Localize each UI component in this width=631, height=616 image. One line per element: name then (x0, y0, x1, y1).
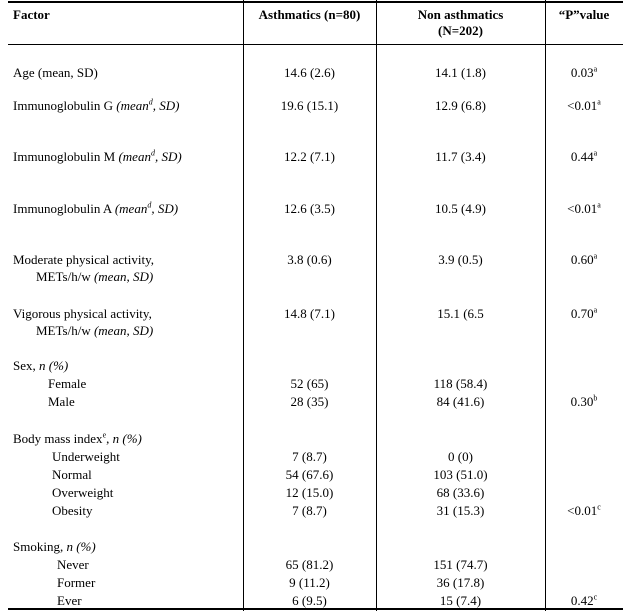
row-age-non: 14.1 (1.8) (435, 65, 486, 80)
row-smoking-never-label: Never (57, 557, 89, 572)
row-bmi-overweight-non: 68 (33.6) (436, 485, 485, 500)
row-iga-non: 10.5 (4.9) (435, 201, 486, 216)
row-igm-asthmatics: 12.2 (7.1) (284, 149, 335, 164)
row-bmi-obesity-label: Obesity (52, 503, 93, 518)
row-moderate-asthmatics: 3.8 (0.6) (287, 252, 332, 267)
row-smoking-former-label: Former (57, 575, 96, 590)
row-age-p: 0.03a (570, 64, 598, 80)
row-smoking-p: 0.42c (570, 592, 598, 608)
row-bmi-normal-non: 103 (51.0) (433, 467, 488, 482)
row-bmi-underweight-non: 0 (0) (448, 449, 473, 464)
row-vigorous-asthmatics: 14.8 (7.1) (284, 306, 335, 321)
row-smoking-former-asthmatics: 9 (11.2) (289, 575, 330, 590)
row-iga-asthmatics: 12.6 (3.5) (284, 201, 335, 216)
row-smoking-never-non: 151 (74.7) (433, 557, 488, 572)
row-igg-p: <0.01a (567, 97, 601, 113)
row-bmi-p: <0.01c (567, 502, 601, 518)
row-smoking-former-non: 36 (17.8) (436, 575, 485, 590)
row-bmi-obesity-non: 31 (15.3) (436, 503, 485, 518)
row-smoking-ever-non: 15 (7.4) (439, 593, 482, 608)
row-bmi-overweight-label: Overweight (52, 485, 114, 500)
row-vigorous-label-line1: Vigorous physical activity, (13, 306, 152, 321)
row-age-asthmatics: 14.6 (2.6) (284, 65, 335, 80)
row-iga-label: Immunoglobulin A (meand, SD) (13, 200, 179, 216)
row-moderate-label-line1: Moderate physical activity, (13, 252, 155, 267)
row-bmi-underweight-asthmatics: 7 (8.7) (292, 449, 327, 464)
row-igm-p: 0.44a (570, 148, 598, 164)
row-bmi-underweight-label: Underweight (52, 449, 120, 464)
row-moderate-p: 0.60a (570, 251, 598, 267)
row-bmi-normal-asthmatics: 54 (67.6) (285, 467, 334, 482)
header-rule (8, 44, 623, 45)
header-asthmatics: Asthmatics (n=80) (258, 7, 361, 22)
header-non-asthmatics-line1: Non asthmatics (417, 7, 504, 22)
row-sex-p: 0.30b (570, 393, 598, 409)
row-sex-female-asthmatics: 52 (65) (290, 376, 329, 391)
row-age-label: Age (mean, SD) (13, 65, 98, 80)
row-igg-asthmatics: 19.6 (15.1) (280, 98, 339, 113)
bottom-rule (8, 608, 623, 610)
row-bmi-normal-label: Normal (52, 467, 92, 482)
header-p-value: “P”value (558, 7, 610, 22)
row-vigorous-label-line2: METs/h/w (mean, SD) (36, 323, 154, 338)
row-vigorous-p: 0.70a (570, 305, 598, 321)
row-moderate-non: 3.9 (0.5) (438, 252, 483, 267)
row-smoking-label: Smoking, n (%) (13, 539, 96, 554)
row-bmi-label: Body mass indexe, n (%) (13, 430, 142, 446)
row-igm-non: 11.7 (3.4) (435, 149, 486, 164)
top-rule (8, 1, 623, 3)
row-vigorous-non: 15.1 (6.5 (437, 306, 484, 321)
row-sex-male-asthmatics: 28 (35) (290, 394, 329, 409)
header-factor: Factor (13, 7, 50, 22)
row-sex-male-non: 84 (41.6) (436, 394, 485, 409)
row-bmi-obesity-asthmatics: 7 (8.7) (292, 503, 327, 518)
column-divider-3 (545, 0, 546, 611)
column-divider-1 (243, 0, 244, 611)
row-sex-female-non: 118 (58.4) (433, 376, 488, 391)
row-igm-label: Immunoglobulin M (meand, SD) (13, 148, 182, 164)
row-bmi-overweight-asthmatics: 12 (15.0) (285, 485, 334, 500)
row-smoking-ever-label: Ever (57, 593, 82, 608)
row-igg-non: 12.9 (6.8) (435, 98, 486, 113)
row-smoking-ever-asthmatics: 6 (9.5) (292, 593, 327, 608)
row-sex-label: Sex, n (%) (13, 358, 69, 373)
row-smoking-never-asthmatics: 65 (81.2) (285, 557, 334, 572)
row-igg-label: Immunoglobulin G (meand, SD) (13, 97, 180, 113)
row-iga-p: <0.01a (567, 200, 601, 216)
row-moderate-label-line2: METs/h/w (mean, SD) (36, 269, 154, 284)
row-sex-male-label: Male (48, 394, 75, 409)
row-sex-female-label: Female (48, 376, 87, 391)
header-non-asthmatics-line2: (N=202) (438, 23, 483, 38)
column-divider-2 (376, 0, 377, 611)
